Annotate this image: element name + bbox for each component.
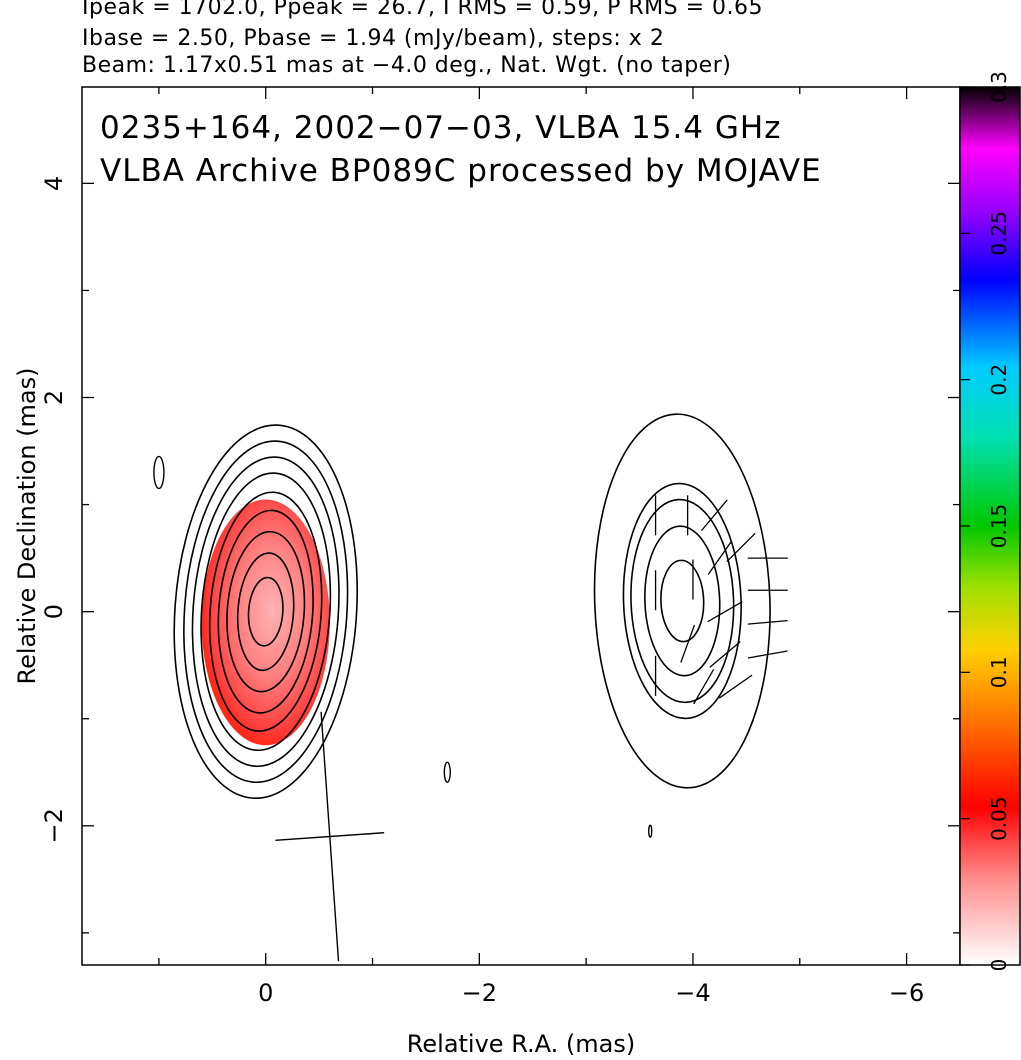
- plot-title-line2: VLBA Archive BP089C processed by MOJAVE: [100, 153, 822, 189]
- contour-1-2: [630, 498, 735, 704]
- axis-layer: 0 −2 −4 −6 −2 0 2 4: [40, 87, 960, 1007]
- pol-vector-10: [747, 619, 788, 625]
- x-axis-label: Relative R.A. (mas): [406, 1030, 636, 1058]
- colorbar-tick-label: 0: [987, 959, 1011, 972]
- y-tick-label: −2: [40, 808, 68, 843]
- pol-vector-14: [693, 668, 715, 705]
- contour-0-6: [191, 456, 340, 768]
- colorbar-tick-label: 0.2: [987, 364, 1011, 396]
- colorbar-tick-label: 0.05: [987, 796, 1011, 841]
- pol-vector-16: [680, 624, 696, 663]
- x-tick-label: −2: [462, 979, 497, 1007]
- data-layer: [153, 413, 788, 962]
- colorbar-ticks: 0 0.05 0.1 0.15 0.2 0.25 0.3: [960, 71, 1011, 971]
- contour-1-1: [644, 525, 721, 677]
- contour-1-4: [593, 413, 771, 789]
- contour-0-1: [236, 552, 295, 672]
- header-base-steps: Ibase = 2.50, Pbase = 1.94 (mJy/beam), s…: [82, 26, 665, 51]
- pol-vector-6: [707, 541, 732, 575]
- contour-0-0: [247, 576, 284, 647]
- pol-vector-11: [747, 650, 788, 659]
- noise-contour-0: [153, 455, 165, 490]
- contour-0-2: [226, 530, 306, 693]
- contour-0-4: [208, 491, 323, 732]
- contour-1-0: [660, 559, 705, 643]
- colorbar-tick-label: 0.25: [987, 211, 1011, 256]
- header-peak-rms: Ipeak = 1702.0, Ppeak = 26.7, I RMS = 0.…: [82, 0, 763, 20]
- beam-minor-axis: [275, 832, 385, 842]
- colorbar-tick-label: 0.3: [987, 71, 1011, 103]
- colorbar-tick-label: 0.1: [987, 656, 1011, 688]
- pol-vector-7: [726, 532, 756, 563]
- polarization-region: [201, 499, 330, 746]
- x-tick-label: 0: [258, 979, 273, 1007]
- pol-vector-13: [709, 641, 741, 668]
- noise-contour-1: [443, 761, 451, 783]
- noise-contour-2: [648, 824, 653, 838]
- x-tick-label: −6: [889, 979, 924, 1007]
- contour-0-3: [217, 509, 314, 714]
- plot-frame: [81, 86, 961, 966]
- y-tick-label: 4: [40, 176, 68, 191]
- pol-vector-15: [718, 674, 753, 699]
- contour-1-3: [622, 482, 742, 720]
- colorbar-tick-label: 0.15: [987, 504, 1011, 549]
- contour-0-7: [183, 440, 349, 784]
- y-axis-label: Relative Declination (mas): [13, 367, 41, 685]
- header-beam: Beam: 1.17x0.51 mas at −4.0 deg., Nat. W…: [82, 53, 732, 78]
- pol-vector-12: [707, 601, 743, 623]
- y-tick-label: 2: [40, 390, 68, 405]
- x-tick-label: −4: [675, 979, 710, 1007]
- contour-0-5: [200, 472, 332, 752]
- y-tick-label: 0: [40, 604, 68, 619]
- pol-vector-5: [700, 499, 728, 532]
- plot-title-line1: 0235+164, 2002−07−03, VLBA 15.4 GHz: [100, 110, 782, 146]
- contour-0-8: [173, 424, 359, 800]
